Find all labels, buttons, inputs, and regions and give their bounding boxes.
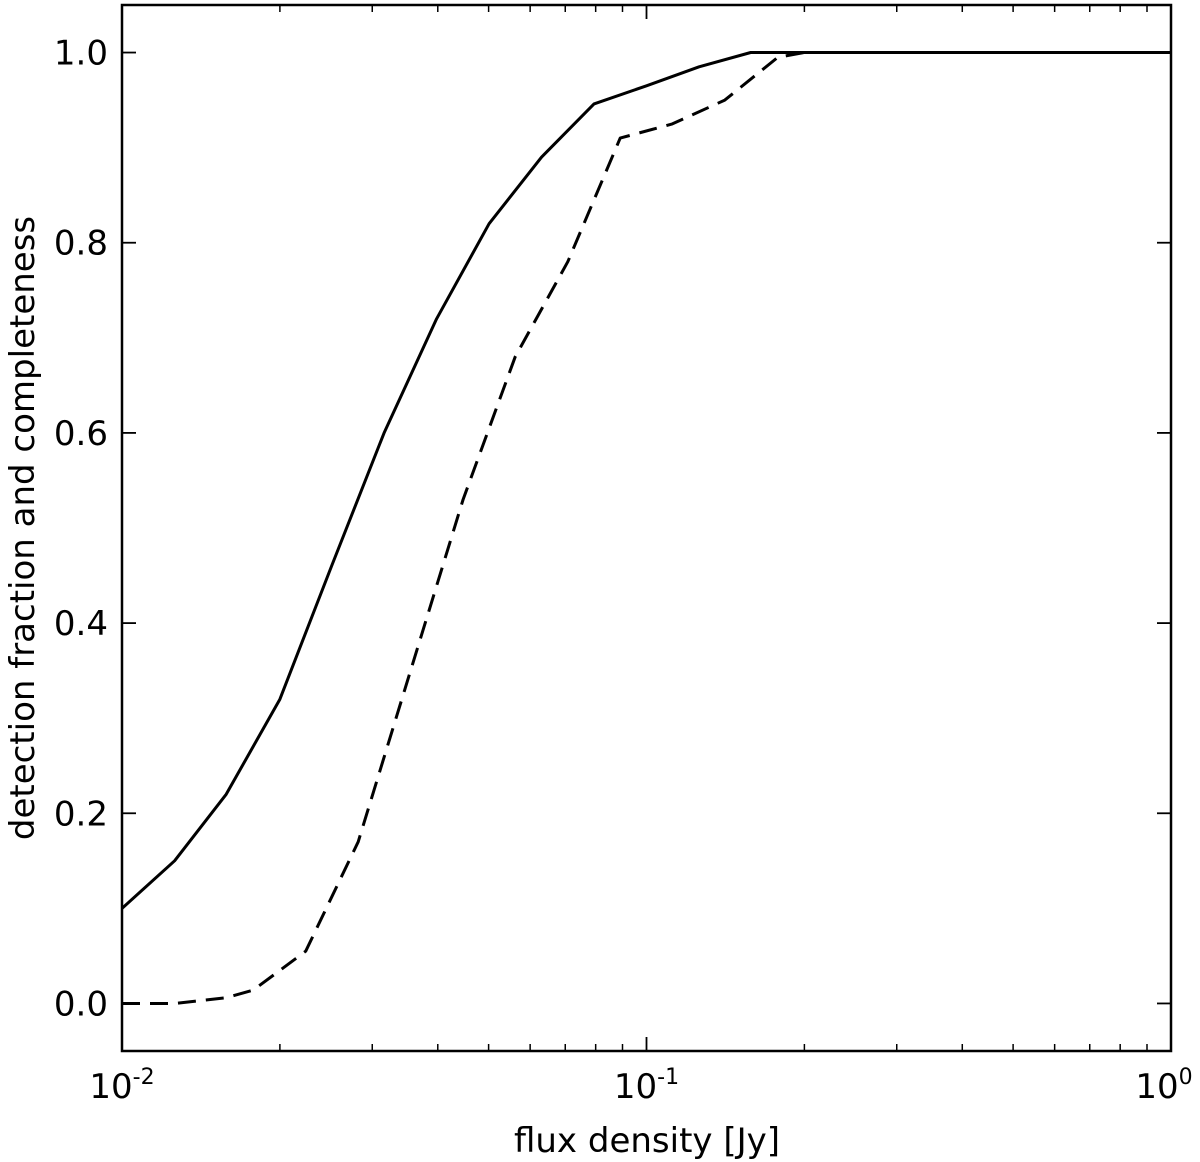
y-axis-title: detection fraction and completeness <box>3 216 43 840</box>
y-tick-label: 0.8 <box>54 224 108 264</box>
y-tick-label: 0.4 <box>54 604 108 644</box>
series-layer <box>120 51 1171 1005</box>
y-tick-label: 0.0 <box>54 984 108 1024</box>
y-tick-label: 1.0 <box>54 34 108 74</box>
series-line-1 <box>120 51 1171 910</box>
x-axis-title: flux density [Jy] <box>514 1121 780 1161</box>
x-tick-label: 10-2 <box>89 1065 154 1107</box>
y-tick-label: 0.2 <box>54 794 108 834</box>
x-tick-label: 10-1 <box>614 1065 679 1107</box>
ticks-layer <box>121 5 1172 1051</box>
y-tick-label: 0.6 <box>54 414 108 454</box>
labels-layer: 10-2 10-1 100 0.0 0.2 0.4 0.6 0.8 1.0 <box>54 34 1193 1107</box>
series-line-2 <box>122 51 1171 1005</box>
x-tick-label: 100 <box>1135 1065 1192 1107</box>
plot-frame <box>120 3 1173 1053</box>
